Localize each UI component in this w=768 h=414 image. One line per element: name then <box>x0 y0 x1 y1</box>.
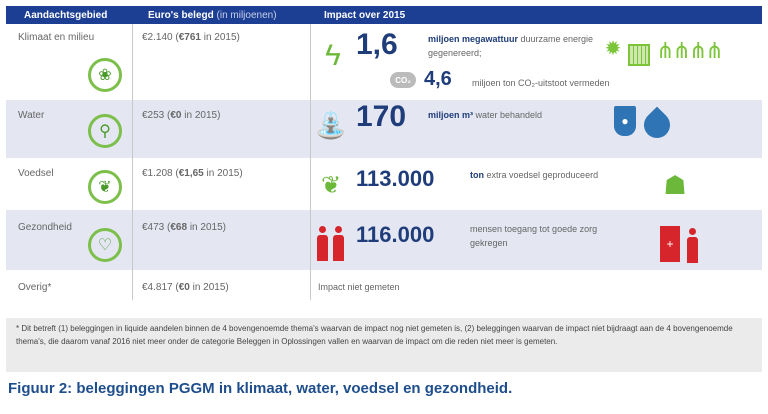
lightning-icon: ϟ <box>325 39 341 72</box>
care-hands-icon: ♡ <box>88 228 122 262</box>
impact-text: miljoen megawattuur duurzame energie geg… <box>428 34 594 58</box>
impact-text: miljoen m³ water behandeld <box>428 110 543 120</box>
hospital-icon: + <box>660 226 680 262</box>
globe-icon: ❀ <box>88 58 122 92</box>
divider <box>310 24 311 300</box>
water-filter-icon: ● <box>614 106 636 136</box>
area-label: Water <box>18 110 45 121</box>
header-impact: Impact over 2015 <box>324 10 406 21</box>
area-label: Gezondheid <box>18 222 72 233</box>
co2-cloud-icon: CO₂ <box>390 72 416 88</box>
impact-text: mensen toegang tot goede zorg gekregen <box>470 224 598 248</box>
water-tap-icon: ⛲ <box>314 109 348 140</box>
solar-panel-icon <box>628 44 650 66</box>
area-label: Overig* <box>18 282 52 293</box>
table-header: Aandachtsgebied Euro's belegd (in miljoe… <box>6 6 762 24</box>
divider <box>132 24 133 300</box>
header-invest: Euro's belegd (in miljoenen) <box>148 10 277 21</box>
impact-text: ton extra voedsel geproduceerd <box>470 170 599 180</box>
impact-number: 113.000 <box>356 166 435 191</box>
plant-icon: ❦ <box>88 170 122 204</box>
farm-icon: ☗ <box>663 169 687 200</box>
person-icon <box>686 228 698 264</box>
impact-number: 170 <box>356 100 407 133</box>
invest-value: €253 (€0 in 2015) <box>142 110 221 121</box>
area-label: Klimaat en milieu <box>18 32 95 43</box>
impact-number: 4,6 <box>424 68 452 90</box>
header-area: Aandachtsgebied <box>24 10 108 21</box>
area-label: Voedsel <box>18 168 54 179</box>
person-icon <box>332 226 344 262</box>
impact-text: miljoen ton CO₂-uitstoot vermeden <box>472 78 610 88</box>
wheat-icon: ❦ <box>320 171 342 199</box>
figure-caption: Figuur 2: beleggingen PGGM in klimaat, w… <box>8 380 513 397</box>
impact-text: Impact niet gemeten <box>318 282 400 292</box>
wind-turbines-icon: ⋔⋔⋔⋔ <box>656 38 724 63</box>
footnote: * Dit betreft (1) beleggingen in liquide… <box>6 318 762 372</box>
invest-value: €4.817 (€0 in 2015) <box>142 282 229 293</box>
invest-value: €1.208 (€1,65 in 2015) <box>142 168 243 179</box>
tap-icon: ⚲ <box>88 114 122 148</box>
impact-number: 1,6 <box>356 28 398 61</box>
invest-value: €473 (€68 in 2015) <box>142 222 226 233</box>
sun-icon: ✹ <box>604 37 622 60</box>
impact-number: 116.000 <box>356 222 435 247</box>
person-icon <box>316 226 328 262</box>
invest-value: €2.140 (€761 in 2015) <box>142 32 240 43</box>
